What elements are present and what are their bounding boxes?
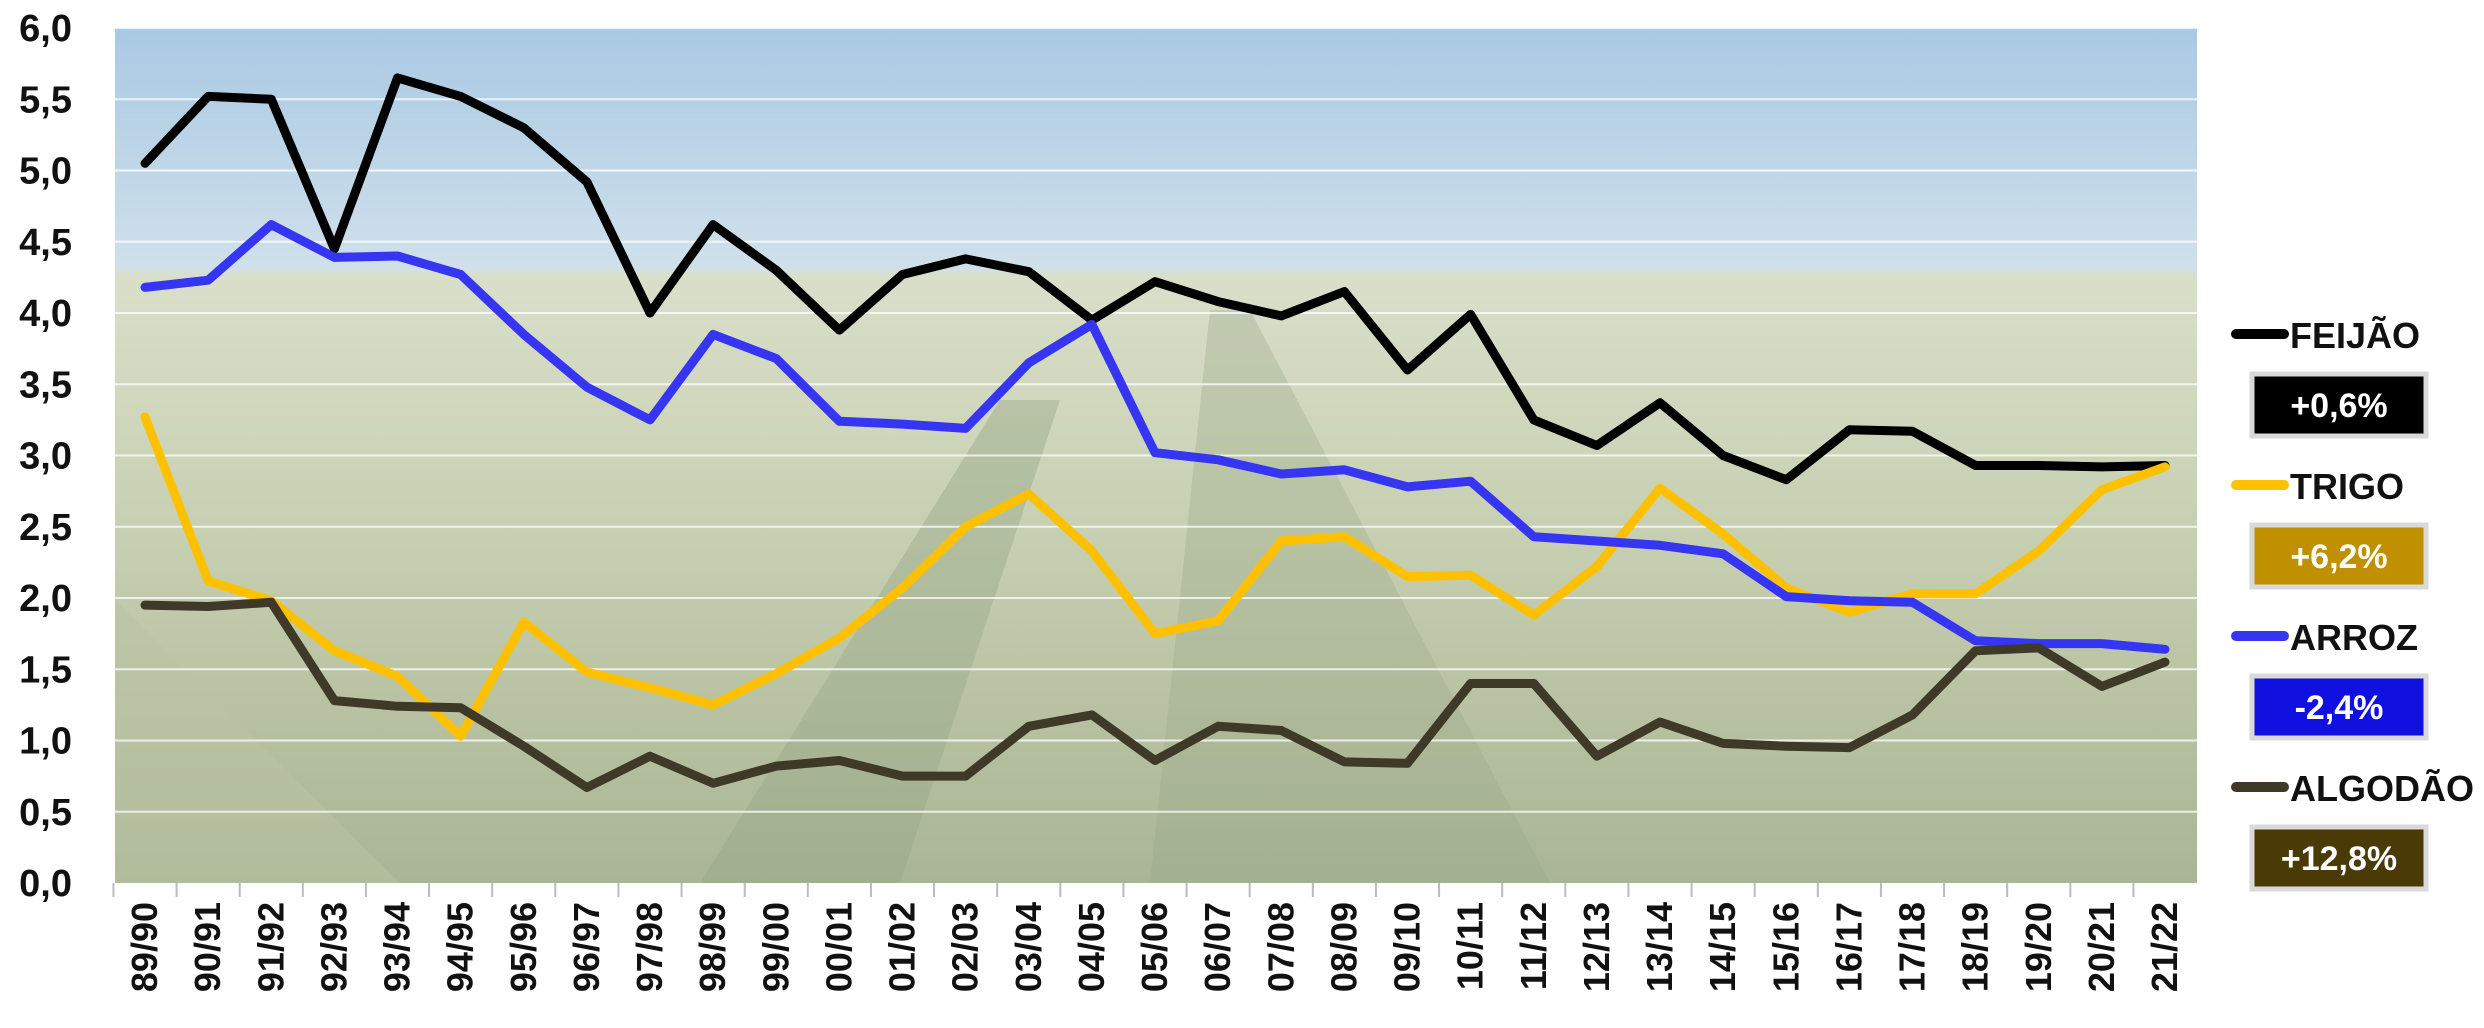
- x-tick-label: 89/90: [124, 902, 165, 992]
- x-tick-label: 13/14: [1639, 902, 1680, 992]
- x-tick-label: 15/16: [1765, 902, 1806, 992]
- change-badge-value: -2,4%: [2295, 689, 2384, 727]
- series-line-2: [140, 220, 2170, 654]
- x-tick-label: 07/08: [1260, 902, 1301, 992]
- series-line-0: [140, 73, 2170, 485]
- legend-label: ARROZ: [2290, 617, 2418, 658]
- x-tick-label: 21/22: [2144, 902, 2185, 992]
- x-tick-label: 09/10: [1387, 902, 1428, 992]
- x-tick-label: 14/15: [1702, 902, 1743, 992]
- series-line-1: [140, 412, 2170, 741]
- change-badge: [2249, 522, 2429, 590]
- series-line-3: [140, 597, 2170, 792]
- y-tick-label: 2,5: [19, 507, 72, 549]
- x-tick-label: 06/07: [1197, 902, 1238, 992]
- x-tick-label: 18/19: [1955, 902, 1996, 992]
- x-tick-label: 03/04: [1008, 902, 1049, 992]
- legend-label: ALGODÃO: [2290, 767, 2474, 809]
- y-tick-label: 0,5: [19, 792, 72, 834]
- x-tick-label: 10/11: [1450, 902, 1491, 990]
- x-tick-label: 96/97: [566, 902, 607, 992]
- change-badge: [2249, 371, 2429, 439]
- y-tick-label: 4,5: [19, 222, 72, 264]
- x-tick-label: 20/21: [2081, 902, 2122, 992]
- y-tick-label: 6,0: [19, 8, 72, 50]
- x-tick-label: 19/20: [2018, 902, 2059, 992]
- x-tick-label: 17/18: [1892, 902, 1933, 992]
- x-tick-label: 08/09: [1323, 902, 1364, 992]
- change-badge-value: +6,2%: [2290, 538, 2387, 576]
- x-tick-label: 11/12: [1513, 902, 1554, 990]
- y-tick-label: 2,0: [19, 578, 72, 620]
- x-tick-label: 91/92: [250, 902, 291, 992]
- x-tick-label: 04/05: [1071, 902, 1112, 992]
- x-tick-label: 01/02: [882, 902, 923, 992]
- x-tick-label: 95/96: [503, 902, 544, 992]
- x-tick-label: 16/17: [1828, 902, 1869, 992]
- y-tick-label: 5,0: [19, 151, 72, 193]
- x-tick-label: 12/13: [1576, 902, 1617, 992]
- x-tick-label: 94/95: [440, 902, 481, 992]
- legend-label: FEIJÃO: [2290, 314, 2420, 356]
- y-tick-label: 4,0: [19, 293, 72, 335]
- series-lines: [140, 73, 2170, 792]
- y-tick-label: 5,5: [19, 79, 72, 121]
- y-tick-label: 0,0: [19, 863, 72, 905]
- x-axis: 89/90 90/91 91/92 92/93 93/94 94/95 95/96 96/97…: [112, 883, 2185, 992]
- y-tick-label: 3,5: [19, 364, 72, 406]
- x-tick-label: 93/94: [377, 902, 418, 992]
- change-badge: [2249, 673, 2429, 741]
- gridlines: [115, 27, 2197, 813]
- x-tick-label: 97/98: [629, 902, 670, 992]
- x-tick-label: 92/93: [313, 902, 354, 992]
- legend-label: TRIGO: [2290, 466, 2404, 507]
- y-tick-label: 3,0: [19, 436, 72, 478]
- x-tick-label: 90/91: [187, 902, 228, 992]
- x-tick-label: 99/00: [755, 902, 796, 992]
- x-tick-label: 00/01: [818, 902, 859, 992]
- change-badge-value: +12,8%: [2281, 840, 2397, 878]
- y-tick-label: 1,5: [19, 649, 72, 691]
- x-tick-label: 02/03: [945, 902, 986, 992]
- x-tick-label: 05/06: [1134, 902, 1175, 992]
- x-tick-label: 98/99: [692, 902, 733, 992]
- y-axis: 0,0 0,5 1,0 1,5 2,0 2,5 3,0 3,5 4,0 4,5 5,0 5,5 6,0: [19, 8, 72, 905]
- change-badge-value: +0,6%: [2290, 387, 2387, 425]
- y-tick-label: 1,0: [19, 721, 72, 763]
- change-badge: [2249, 824, 2429, 892]
- legend: FEIJÃO +0,6% TRIGO +6,2% ARROZ -2,4% ALGODÃO +1…: [2231, 314, 2474, 892]
